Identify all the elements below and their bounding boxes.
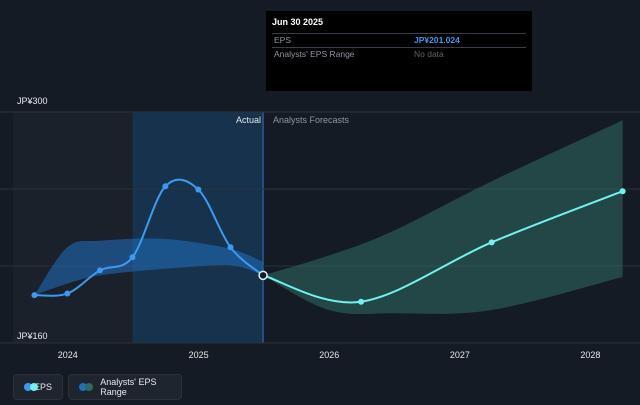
eps-line-actual	[34, 178, 264, 297]
x-tick-label: 2025	[189, 350, 209, 360]
eps-point	[619, 188, 626, 195]
tooltip-eps-value: JP¥201.024	[414, 35, 460, 45]
x-tick-label: 2024	[58, 350, 78, 360]
x-tick-label: 2027	[450, 350, 470, 360]
legend-range-button[interactable]: Analysts' EPS Range	[68, 374, 182, 400]
eps-point	[96, 267, 103, 274]
y-axis-label-bottom: JP¥160	[17, 331, 48, 341]
legend-range-label: Analysts' EPS Range	[100, 377, 157, 397]
range-legend-icon	[79, 383, 93, 391]
tooltip-range-value: No data	[414, 49, 444, 59]
legend-eps-label: EPS	[33, 382, 52, 392]
eps-legend-icon	[24, 383, 38, 391]
range-band-actual	[34, 238, 264, 296]
tooltip-date: Jun 30 2025	[272, 17, 324, 27]
tooltip-eps-row: EPS JP¥201.024	[272, 33, 526, 47]
forecast-region-label: Analysts Forecasts	[273, 115, 350, 125]
x-tick-label: 2028	[580, 350, 600, 360]
highlight-period	[132, 112, 264, 343]
tooltip-range-label: Analysts' EPS Range	[274, 49, 355, 59]
eps-point	[129, 254, 136, 261]
eps-line-forecast	[262, 190, 623, 304]
range-band-forecast	[263, 120, 623, 315]
eps-point	[358, 298, 365, 305]
tooltip-eps-label: EPS	[274, 35, 292, 45]
actual-region-label: Actual	[236, 115, 261, 125]
eps-point	[195, 186, 202, 193]
eps-point	[258, 270, 268, 281]
eps-tooltip: Jun 30 2025 EPS JP¥201.024 Analysts' EPS…	[266, 11, 532, 91]
tooltip-range-row: Analysts' EPS Range No data	[272, 47, 526, 61]
y-axis-label-top: JP¥300	[17, 96, 48, 106]
eps-point	[64, 290, 71, 297]
eps-point	[488, 239, 495, 246]
eps-point	[227, 244, 234, 251]
legend-eps-button[interactable]: EPS	[13, 374, 63, 400]
x-tick-label: 2026	[319, 350, 339, 360]
eps-point	[31, 292, 38, 299]
eps-point	[162, 183, 169, 190]
